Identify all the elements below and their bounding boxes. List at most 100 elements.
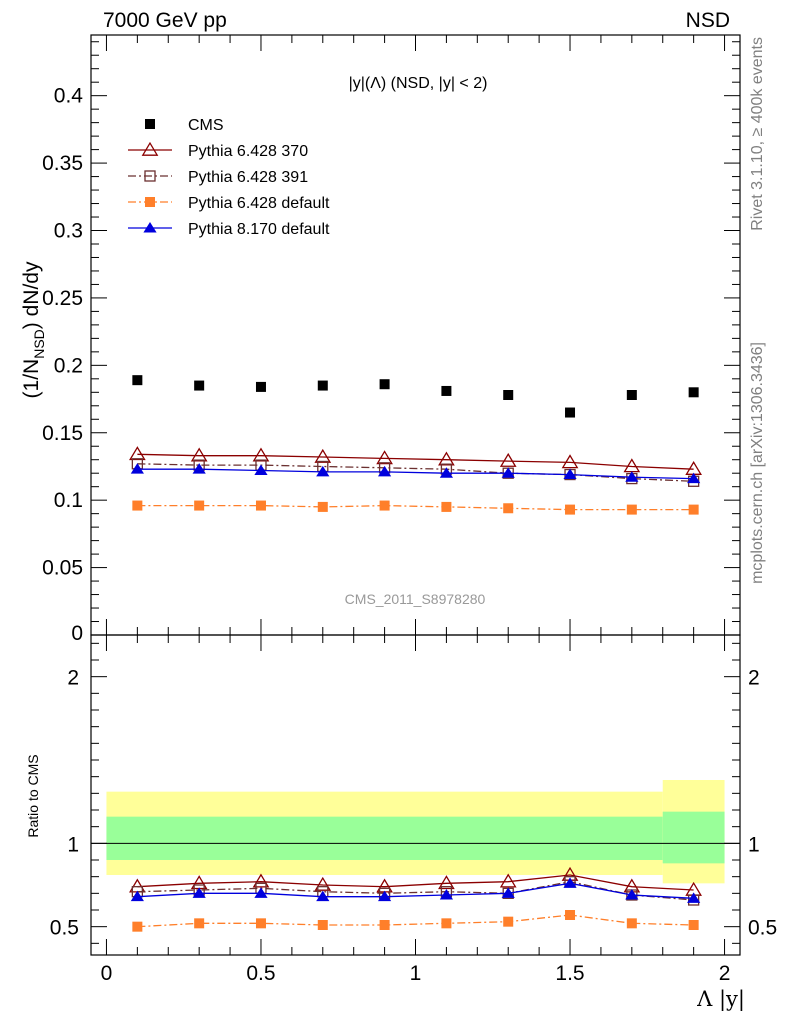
- data-point: [132, 375, 143, 386]
- data-point: [685, 460, 702, 475]
- ratio-y-tick-label-right: 1: [748, 833, 760, 856]
- data-point: [316, 890, 330, 902]
- ratio-y-tick-label-left: 2: [67, 667, 79, 690]
- data-point: [194, 380, 205, 391]
- data-point: [377, 890, 392, 902]
- data-point: [317, 501, 328, 512]
- stat-uncertainty-band: [106, 816, 663, 860]
- x-tick-label: 1: [410, 962, 422, 985]
- data-point: [438, 451, 455, 466]
- data-point: [255, 918, 266, 929]
- data-point: [255, 500, 266, 511]
- data-point: [376, 450, 393, 465]
- data-point: [499, 873, 517, 888]
- data-point: [314, 448, 332, 463]
- x-tick-label: 0.5: [246, 962, 275, 985]
- data-point: [132, 500, 143, 511]
- rivet-side-label: Rivet 3.1.10, ≥ 400k events: [749, 37, 766, 231]
- data-point: [501, 467, 515, 478]
- header-right-label: NSD: [686, 9, 730, 32]
- ratio-y-tick-label-left: 1: [67, 833, 79, 856]
- data-point: [377, 465, 392, 477]
- svg-text:(1/NNSD) dN/dy: (1/NNSD) dN/dy: [20, 261, 47, 398]
- data-point: [441, 918, 452, 929]
- x-tick-label: 1.5: [555, 962, 584, 985]
- data-point: [317, 920, 328, 930]
- ratio-y-tick-label-right: 2: [748, 667, 760, 690]
- ratio-y-tick-label-left: 0.5: [50, 917, 79, 940]
- mcplots-side-label: mcplots.cern.ch [arXiv:1306.3436]: [749, 342, 766, 584]
- data-point: [626, 390, 637, 400]
- data-point: [441, 501, 452, 512]
- y-tick-label: 0.4: [54, 85, 84, 108]
- analysis-watermark: CMS_2011_S8978280: [345, 591, 486, 607]
- data-point: [688, 387, 699, 398]
- series-line: [137, 468, 694, 480]
- series-line: [137, 914, 694, 928]
- legend-marker: [143, 222, 157, 233]
- data-point: [192, 463, 206, 474]
- data-point: [503, 390, 514, 400]
- data-point: [439, 467, 454, 478]
- data-point: [379, 379, 390, 390]
- data-point: [130, 463, 144, 474]
- data-point: [625, 889, 639, 900]
- data-point: [192, 887, 206, 898]
- data-point: [130, 890, 144, 902]
- data-point: [441, 385, 452, 396]
- y-tick-label: 0.35: [42, 152, 83, 175]
- data-point: [501, 887, 515, 898]
- data-point: [563, 468, 577, 480]
- series-line: [137, 453, 694, 470]
- data-point: [132, 921, 143, 932]
- data-point: [687, 892, 701, 903]
- data-point: [438, 875, 455, 890]
- legend-marker: [141, 141, 159, 156]
- legend-marker: [144, 170, 156, 182]
- ratio-ylabel: Ratio to CMS: [25, 754, 41, 837]
- legend-label: CMS: [188, 117, 224, 134]
- x-tick-label: 0: [101, 962, 113, 985]
- data-point: [565, 407, 576, 418]
- ratio-panel: 0.5 0.5 1 1 2 2 0 0.5 1 1.5 2: [50, 634, 777, 985]
- header-left-label: 7000 GeV pp: [103, 9, 227, 32]
- legend-label: Pythia 6.428 391: [188, 169, 308, 186]
- data-point: [252, 873, 270, 888]
- stat-uncertainty-band: [662, 811, 725, 864]
- data-point: [561, 454, 579, 469]
- y-tick-label: 0.05: [42, 557, 83, 580]
- legend-label: Pythia 6.428 370: [188, 143, 308, 160]
- data-point: [626, 918, 637, 929]
- data-point: [379, 920, 390, 930]
- data-point: [499, 452, 517, 467]
- legend: CMS Pythia 6.428 370 Pythia 6.428 391 Pythi…: [128, 117, 330, 238]
- data-point: [314, 876, 332, 891]
- data-point: [439, 889, 454, 900]
- data-point: [688, 504, 699, 515]
- data-point: [252, 447, 270, 462]
- ratio-y-tick-label-right: 0.5: [748, 917, 777, 940]
- y-tick-label: 0.15: [42, 422, 83, 445]
- data-point: [687, 472, 701, 484]
- plot-title: |y|(Λ) (NSD, |y| < 2): [349, 75, 488, 92]
- data-point: [254, 464, 268, 476]
- legend-label: Pythia 6.428 default: [188, 195, 330, 212]
- y-tick-label: 0.1: [54, 489, 83, 512]
- data-point: [565, 504, 576, 515]
- legend-marker: [145, 119, 155, 129]
- data-point: [194, 500, 205, 511]
- ratio-xlabel: Λ |y|: [696, 987, 745, 1012]
- series-line: [137, 874, 694, 891]
- data-point: [316, 465, 330, 477]
- y-tick-label: 0.25: [42, 287, 83, 310]
- series-line: [137, 463, 694, 482]
- data-point: [317, 380, 328, 391]
- series-line: [137, 504, 694, 511]
- y-tick-label: 0.3: [54, 220, 83, 243]
- legend-label: Pythia 8.170 default: [188, 221, 330, 238]
- data-point: [625, 471, 639, 482]
- data-point: [503, 916, 514, 927]
- data-point: [563, 877, 577, 888]
- data-point: [194, 918, 205, 929]
